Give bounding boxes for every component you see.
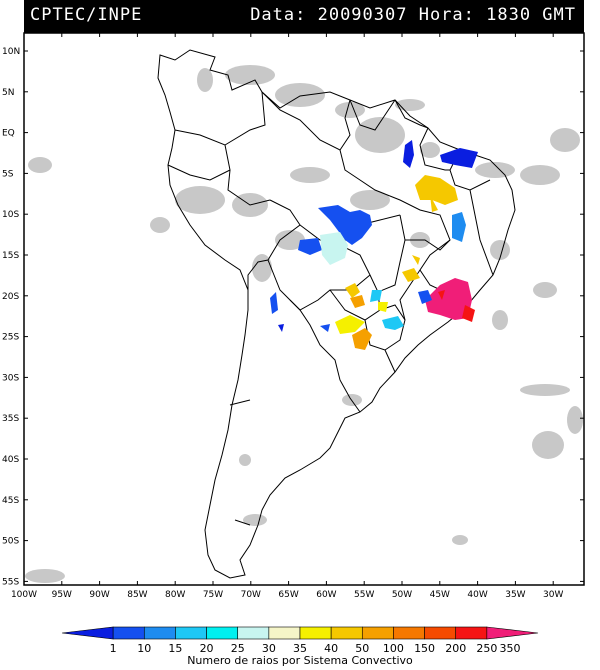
legend-bin-label: 250 (476, 642, 497, 655)
lon-label: 40W (467, 590, 487, 600)
lon-label: 85W (127, 590, 147, 600)
legend-bin-label: 15 (168, 642, 182, 655)
legend-swatch (61, 626, 114, 640)
lat-label: 10S (2, 210, 19, 220)
lon-label: 45W (430, 590, 450, 600)
legend-title: Numero de raios por Sistema Convectivo (187, 654, 413, 667)
legend-bin-label: 25 (231, 642, 245, 655)
lat-label: 5S (2, 169, 14, 179)
lon-label: 60W (316, 590, 336, 600)
legend-swatch (361, 626, 394, 640)
legend-swatch (455, 626, 488, 640)
lon-label: 50W (392, 590, 412, 600)
lat-label: 30S (2, 373, 19, 383)
lon-label: 75W (203, 590, 223, 600)
lon-label: 100W (11, 590, 37, 600)
lat-label: 15S (2, 251, 19, 261)
legend-bin-label: 150 (414, 642, 435, 655)
lat-label: EQ (2, 129, 15, 139)
lon-label: 55W (354, 590, 374, 600)
legend-bin-label: 35 (293, 642, 307, 655)
legend-bin-label: 1 (110, 642, 117, 655)
legend-swatch (424, 626, 457, 640)
legend-swatch (206, 626, 239, 640)
cloud-cover (25, 65, 583, 583)
lon-label: 30W (543, 590, 563, 600)
lightning-cells (270, 140, 478, 350)
legend-swatch (175, 626, 207, 640)
lat-label: 40S (2, 455, 19, 465)
agency-label: CPTEC/INPE (30, 5, 143, 25)
title-bar: CPTEC/INPE Data: 20090307 Hora: 1830 GMT (24, 0, 584, 33)
legend-swatch (268, 626, 301, 640)
legend-bin-label: 20 (200, 642, 214, 655)
lat-label: 25S (2, 333, 19, 343)
latitude-axis: 10N 5N EQ 5S 10S 15S 20S 25S 30S 35S 40S 45S 50S 55S (2, 47, 584, 587)
lon-label: 65W (278, 590, 298, 600)
lon-label: 80W (165, 590, 185, 600)
lon-label: 70W (241, 590, 261, 600)
legend-swatch (237, 626, 270, 640)
lon-label: 90W (89, 590, 109, 600)
lat-label: 45S (2, 496, 19, 506)
lat-label: 35S (2, 414, 19, 424)
lat-label: 5N (2, 88, 14, 98)
legend-swatch (393, 626, 425, 640)
legend-swatch (299, 626, 332, 640)
lat-label: 55S (2, 577, 19, 587)
lon-label: 35W (505, 590, 525, 600)
lat-label: 20S (2, 292, 19, 302)
lat-label: 50S (2, 537, 19, 547)
legend-bin-label: 350 (500, 642, 521, 655)
lat-label: 10N (2, 47, 20, 57)
legend-bin-label: 40 (324, 642, 338, 655)
legend-swatch (486, 626, 539, 640)
legend-bin-label: 100 (383, 642, 404, 655)
legend-bin-label: 200 (445, 642, 466, 655)
legend-colorbar: 1 10 15 20 25 30 35 40 50 100 150 200 250 350 (61, 626, 539, 655)
lon-label: 95W (52, 590, 72, 600)
legend-bin-label: 50 (355, 642, 369, 655)
longitude-axis: 100W 95W 90W 85W 80W 75W 70W 65W 60W 55W 50W 45W 40W… (11, 33, 563, 600)
datetime-label: Data: 20090307 Hora: 1830 GMT (250, 5, 576, 25)
legend-swatch (112, 626, 145, 640)
legend-bin-label: 10 (137, 642, 151, 655)
map-frame (23, 32, 585, 586)
legend-swatch (143, 626, 176, 640)
legend-bin-label: 30 (262, 642, 276, 655)
legend-swatch (330, 626, 363, 640)
